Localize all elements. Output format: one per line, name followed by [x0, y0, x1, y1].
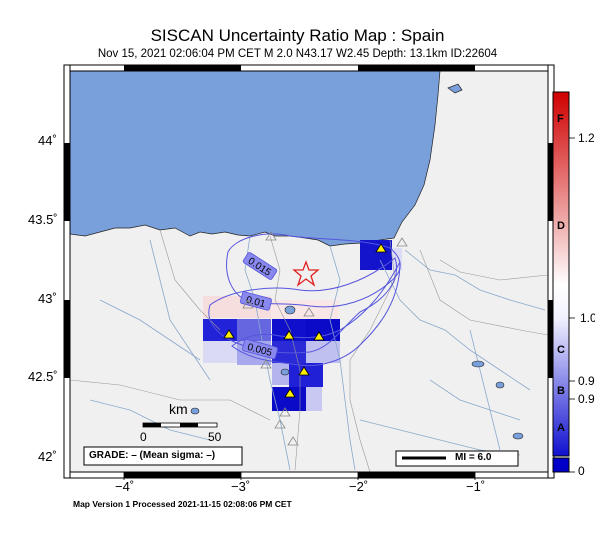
lat-label-42-5: 42.5˚ [28, 369, 58, 384]
grade-box [83, 446, 243, 466]
rivers [89, 235, 546, 471]
lat-label-42: 42˚ [38, 449, 57, 464]
lon-label-3: −3˚ [231, 479, 251, 494]
colorbar-value-3: 0.9 [578, 374, 595, 388]
map-title: SISCAN Uncertainty Ratio Map : Spain [150, 26, 445, 45]
scale-bar [142, 422, 218, 428]
lat-label-44: 44˚ [38, 133, 57, 148]
epicenter-star-icon [292, 260, 320, 287]
mi-legend-box [395, 450, 519, 467]
colorbar-value-1: 1.2 [578, 131, 595, 145]
lon-label-4: −4˚ [115, 479, 135, 494]
lat-label-43: 43˚ [38, 291, 57, 306]
mi-legend-text: MI = 6.0 [455, 452, 492, 463]
scale-unit: km [169, 401, 188, 417]
map-frame [63, 64, 555, 480]
colorbar-letter-b: B [557, 385, 565, 397]
contour-label-001: 0.01 [245, 295, 267, 311]
lat-label-43-5: 43.5˚ [28, 212, 58, 227]
lon-label-2: −2˚ [349, 479, 369, 494]
colorbar [552, 91, 575, 473]
colorbar-letter-a: A [557, 422, 565, 434]
stations-active [223, 243, 387, 398]
island-east [447, 83, 463, 94]
map-subtitle: Nov 15, 2021 02:06:04 PM CET M 2.0 N43.1… [97, 48, 498, 60]
grade-text: GRADE: – (Mean sigma: –) [89, 450, 216, 461]
sea-area [70, 71, 441, 247]
colorbar-letter-c: C [557, 344, 565, 356]
colorbar-letter-d: D [557, 220, 565, 232]
colorbar-value-2: 1.0 [580, 311, 595, 325]
colorbar-letter-f: F [557, 113, 564, 125]
scale-end: 50 [208, 430, 222, 444]
lon-label-1: −1˚ [466, 479, 486, 494]
lakes [190, 305, 524, 440]
stations-inactive [242, 231, 408, 446]
colorbar-value-4: 0.9 [578, 392, 595, 406]
map-footer: Map Version 1 Processed 2021-11-15 02:08… [73, 499, 292, 509]
ratio-grid [203, 240, 402, 411]
borders [70, 229, 548, 472]
colorbar-value-5: 0 [578, 464, 585, 478]
scale-start: 0 [140, 430, 147, 444]
